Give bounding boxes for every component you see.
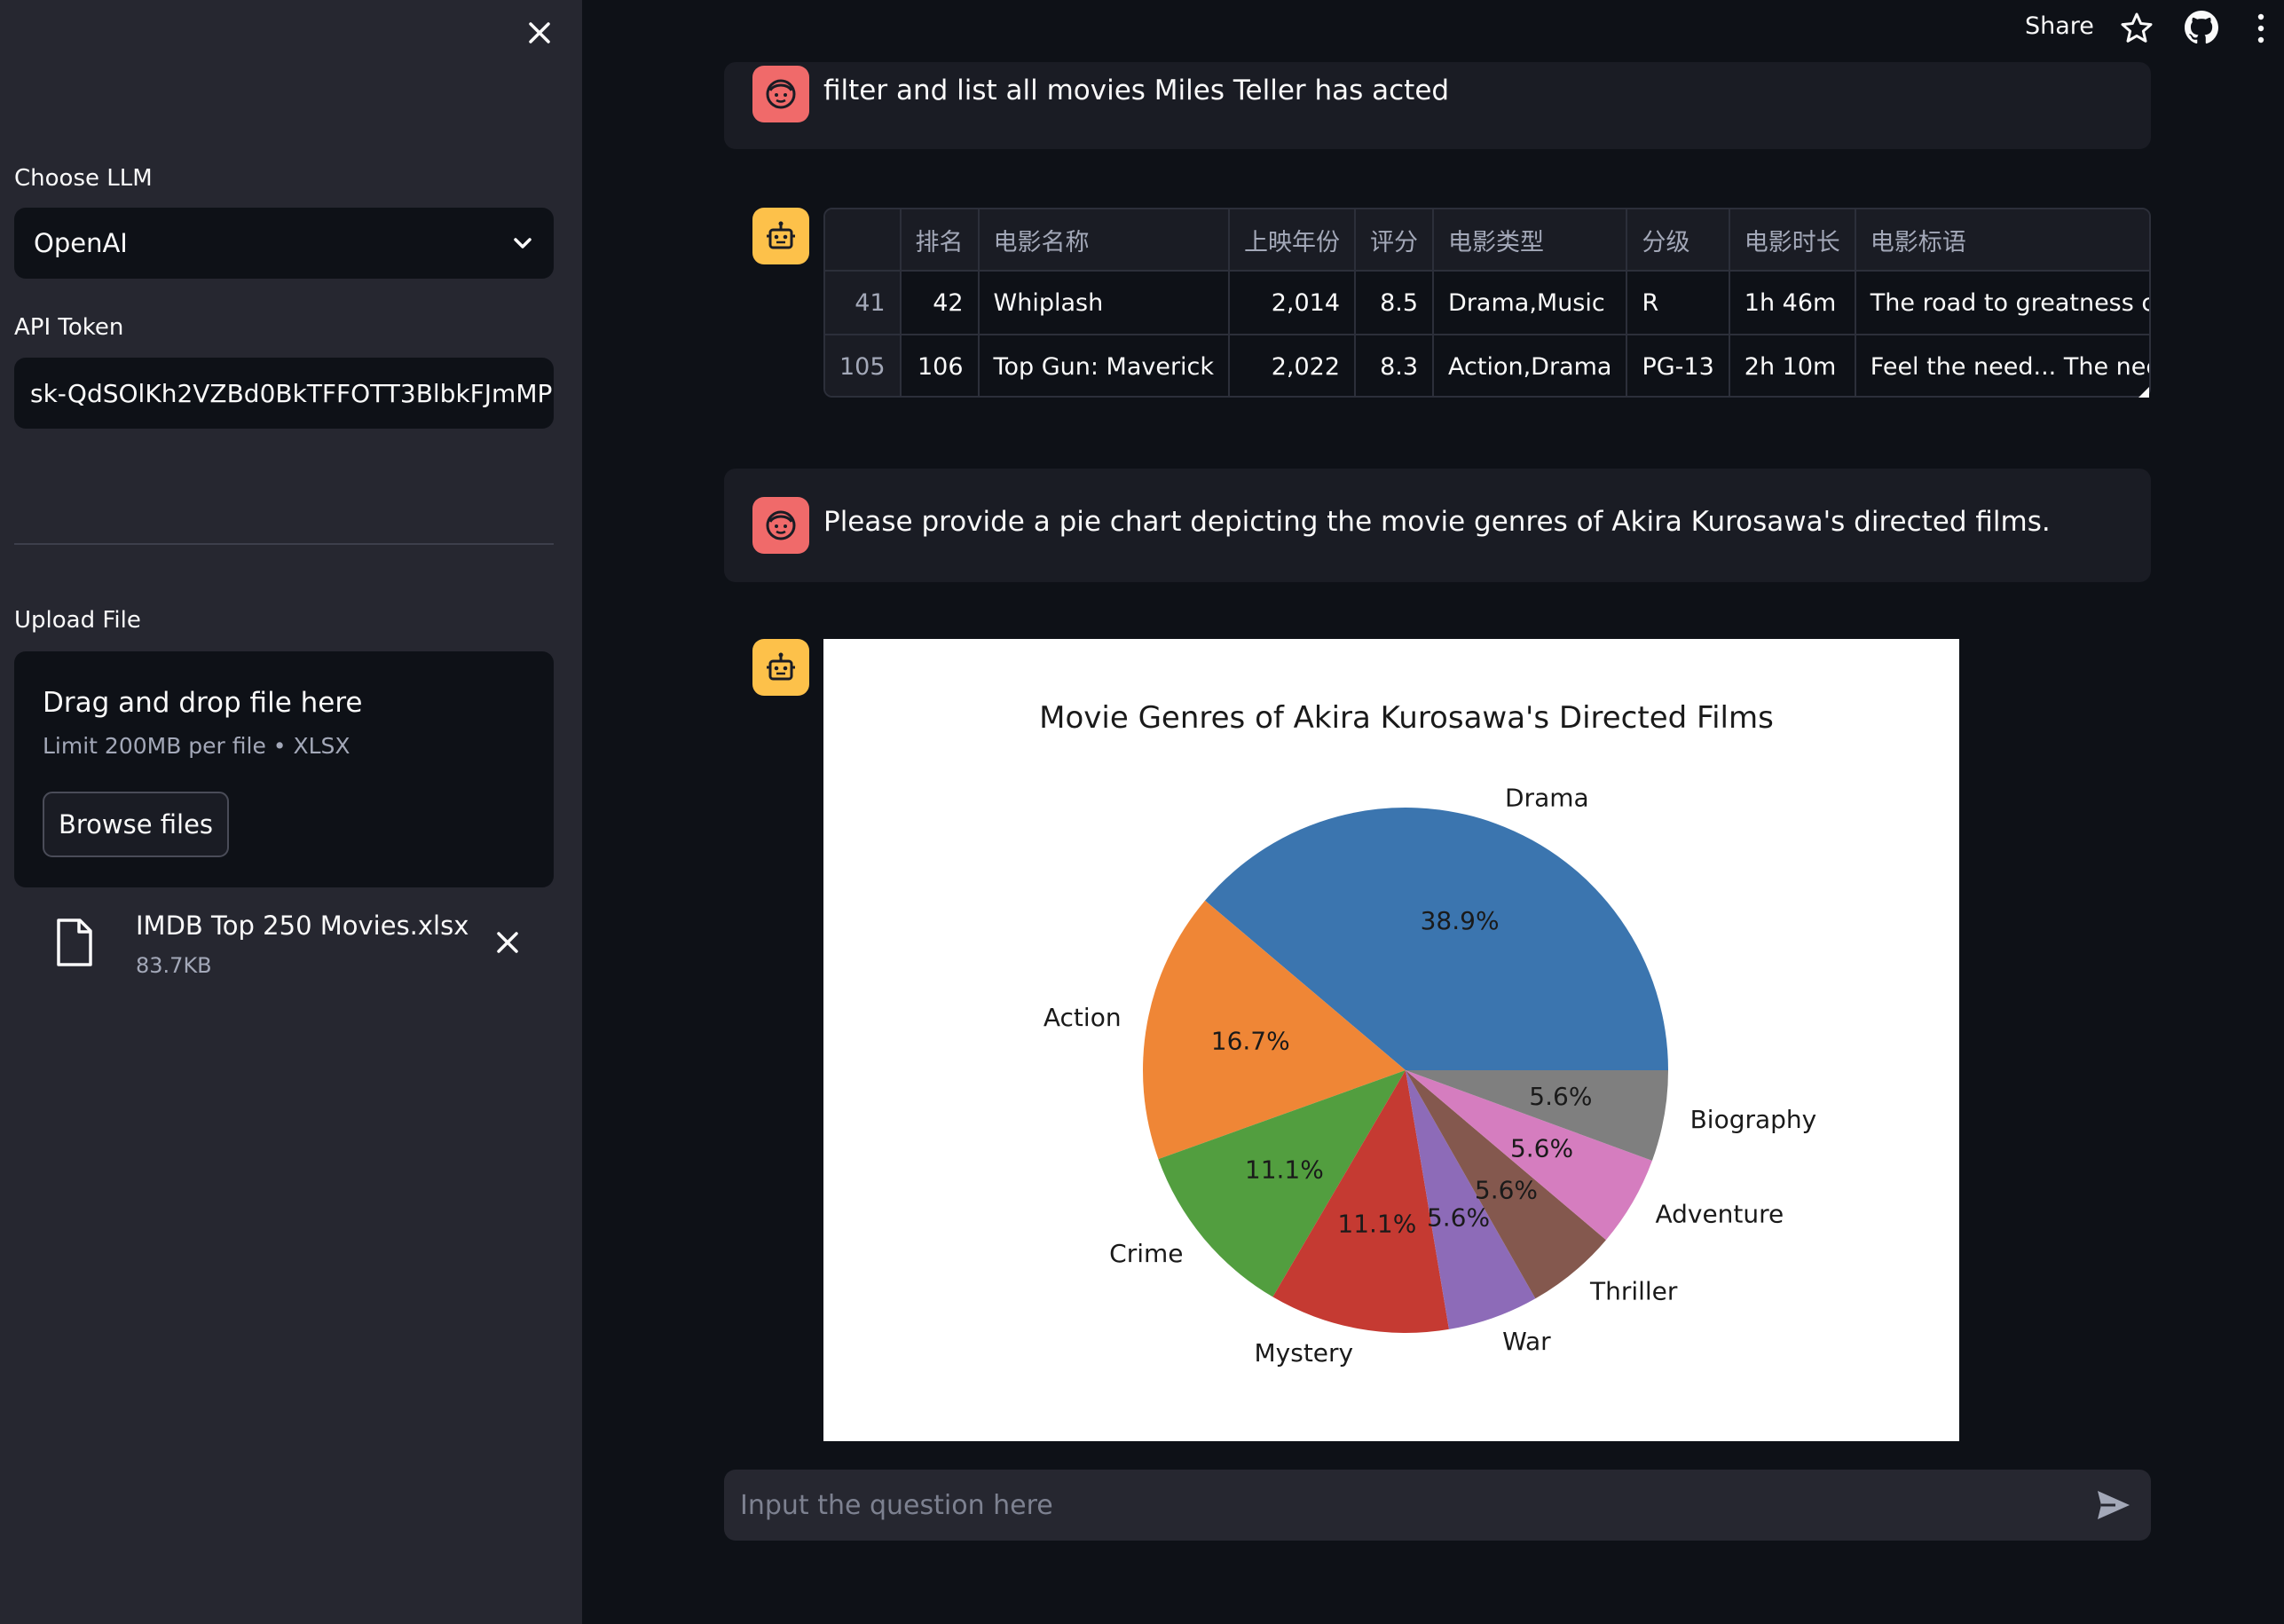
pie-slice-war — [1406, 1070, 1536, 1329]
pie-slice-action — [1143, 900, 1406, 1160]
table-cell[interactable]: 106 — [900, 335, 980, 396]
user-message-text: Please provide a pie chart depicting the… — [823, 506, 2051, 538]
table-row: 41 42 Whiplash 2,014 8.5 Drama,Music R 1… — [825, 271, 2149, 335]
table-cell[interactable]: R — [1626, 271, 1730, 335]
pie-percent-label: 5.6% — [1475, 1176, 1538, 1205]
table-cell[interactable]: 105 — [825, 335, 902, 396]
pie-slice-mystery — [1272, 1070, 1449, 1333]
pie-category-label: Mystery — [1255, 1338, 1354, 1368]
table-cell[interactable]: 2,014 — [1229, 271, 1357, 335]
pie-percent-label: 11.1% — [1245, 1155, 1324, 1184]
pie-slice-drama — [1205, 808, 1668, 1070]
uploaded-file-name: IMDB Top 250 Movies.xlsx — [136, 911, 469, 941]
remove-file-icon[interactable] — [492, 926, 524, 958]
table-cell[interactable]: 1h 46m — [1729, 271, 1856, 335]
uploaded-file-size: 83.7KB — [136, 953, 212, 978]
assistant-avatar — [752, 208, 809, 264]
user-message: filter and list all movies Miles Teller … — [724, 62, 2151, 149]
table-cell[interactable]: 8.3 — [1355, 335, 1435, 396]
pie-slice-biography — [1406, 1070, 1668, 1161]
github-icon[interactable] — [2185, 11, 2218, 44]
table-cell[interactable]: The road to greatness can tal — [1855, 271, 2149, 335]
file-icon — [57, 918, 92, 966]
robot-icon — [767, 652, 795, 681]
pie-percent-label: 5.6% — [1510, 1133, 1573, 1163]
user-avatar — [752, 66, 809, 122]
table-resize-handle[interactable] — [2137, 385, 2149, 398]
table-cell[interactable]: 42 — [900, 271, 980, 335]
table-cell[interactable]: 2,022 — [1229, 335, 1357, 396]
table-cell[interactable]: 8.5 — [1355, 271, 1435, 335]
llm-select[interactable]: OpenAI — [14, 208, 554, 279]
pie-category-label: War — [1502, 1327, 1551, 1356]
pie-category-label: Thriller — [1589, 1277, 1678, 1306]
browse-files-button[interactable]: Browse files — [43, 792, 229, 857]
table-cell[interactable]: PG-13 — [1626, 335, 1730, 396]
user-face-icon — [766, 79, 796, 109]
chevron-down-icon — [514, 238, 532, 248]
send-icon[interactable] — [2096, 1489, 2131, 1521]
user-avatar — [752, 497, 809, 554]
robot-icon — [767, 221, 795, 249]
close-sidebar-icon[interactable] — [522, 15, 557, 51]
dropzone-limit: Limit 200MB per file • XLSX — [43, 733, 350, 759]
api-token-input[interactable]: sk-QdSOlKh2VZBd0BkTFFOTT3BlbkFJmMP| — [14, 358, 554, 429]
dropzone-title: Drag and drop file here — [43, 687, 363, 719]
chart-title: Movie Genres of Akira Kurosawa's Directe… — [1039, 700, 1774, 736]
pie-percent-label: 38.9% — [1421, 906, 1500, 935]
table-cell[interactable]: Top Gun: Maverick — [978, 335, 1231, 396]
star-icon[interactable] — [2119, 11, 2154, 46]
pie-percent-label: 16.7% — [1211, 1026, 1290, 1055]
pie-category-label: Crime — [1109, 1239, 1183, 1268]
pie-slice-crime — [1158, 1070, 1406, 1297]
llm-select-label: Choose LLM — [14, 165, 153, 192]
table-header-cell[interactable]: 电影标语 — [1855, 209, 2149, 272]
pie-slice-thriller — [1406, 1070, 1606, 1299]
table-cell[interactable]: 41 — [825, 271, 902, 335]
table-cell[interactable]: 2h 10m — [1729, 335, 1856, 396]
assistant-avatar — [752, 639, 809, 696]
file-dropzone[interactable]: Drag and drop file here Limit 200MB per … — [14, 651, 554, 887]
user-message-text: filter and list all movies Miles Teller … — [823, 75, 1450, 106]
pie-category-label: Action — [1044, 1003, 1122, 1032]
pie-percent-label: 5.6% — [1529, 1082, 1592, 1111]
chart-image: Movie Genres of Akira Kurosawa's Directe… — [823, 639, 1959, 1441]
table-header-row: 排名 电影名称 上映年份 评分 电影类型 分级 电影时长 电影标语 — [825, 209, 2149, 272]
api-token-label: API Token — [14, 314, 124, 341]
pie-category-label: Adventure — [1655, 1200, 1784, 1229]
llm-select-value: OpenAI — [34, 228, 128, 258]
table-header-cell[interactable]: 评分 — [1355, 209, 1435, 272]
sidebar: Choose LLM OpenAI API Token sk-QdSOlKh2V… — [0, 0, 582, 1624]
sidebar-divider — [14, 543, 554, 545]
dataframe-table[interactable]: 排名 电影名称 上映年份 评分 电影类型 分级 电影时长 电影标语 41 42 … — [823, 208, 2151, 398]
table-header-cell[interactable]: 排名 — [900, 209, 980, 272]
table-row: 105 106 Top Gun: Maverick 2,022 8.3 Acti… — [825, 335, 2149, 396]
table-header-cell[interactable]: 电影时长 — [1729, 209, 1856, 272]
table-header-cell[interactable]: 分级 — [1626, 209, 1730, 272]
table-header-cell[interactable]: 上映年份 — [1229, 209, 1357, 272]
table-cell[interactable]: Action,Drama — [1433, 335, 1628, 396]
upload-file-label: Upload File — [14, 607, 141, 634]
pie-percent-label: 5.6% — [1427, 1202, 1490, 1232]
more-menu-icon[interactable] — [2254, 11, 2268, 46]
table-header-cell[interactable] — [825, 209, 902, 272]
table-cell[interactable]: Drama,Music — [1433, 271, 1628, 335]
user-message: Please provide a pie chart depicting the… — [724, 469, 2151, 582]
table-header-cell[interactable]: 电影类型 — [1433, 209, 1628, 272]
chat-input[interactable]: Input the question here — [724, 1470, 2151, 1541]
table-cell[interactable]: Whiplash — [978, 271, 1231, 335]
pie-category-label: Drama — [1505, 783, 1589, 812]
pie-chart: Movie Genres of Akira Kurosawa's Directe… — [1039, 700, 1817, 1368]
pie-percent-label: 11.1% — [1337, 1210, 1416, 1239]
pie-category-label: Biography — [1690, 1105, 1817, 1134]
user-face-icon — [766, 510, 796, 540]
share-button[interactable]: Share — [2025, 12, 2094, 40]
table-cell[interactable]: Feel the need... The need for — [1855, 335, 2149, 396]
table-header-cell[interactable]: 电影名称 — [978, 209, 1231, 272]
pie-slice-adventure — [1406, 1070, 1652, 1241]
